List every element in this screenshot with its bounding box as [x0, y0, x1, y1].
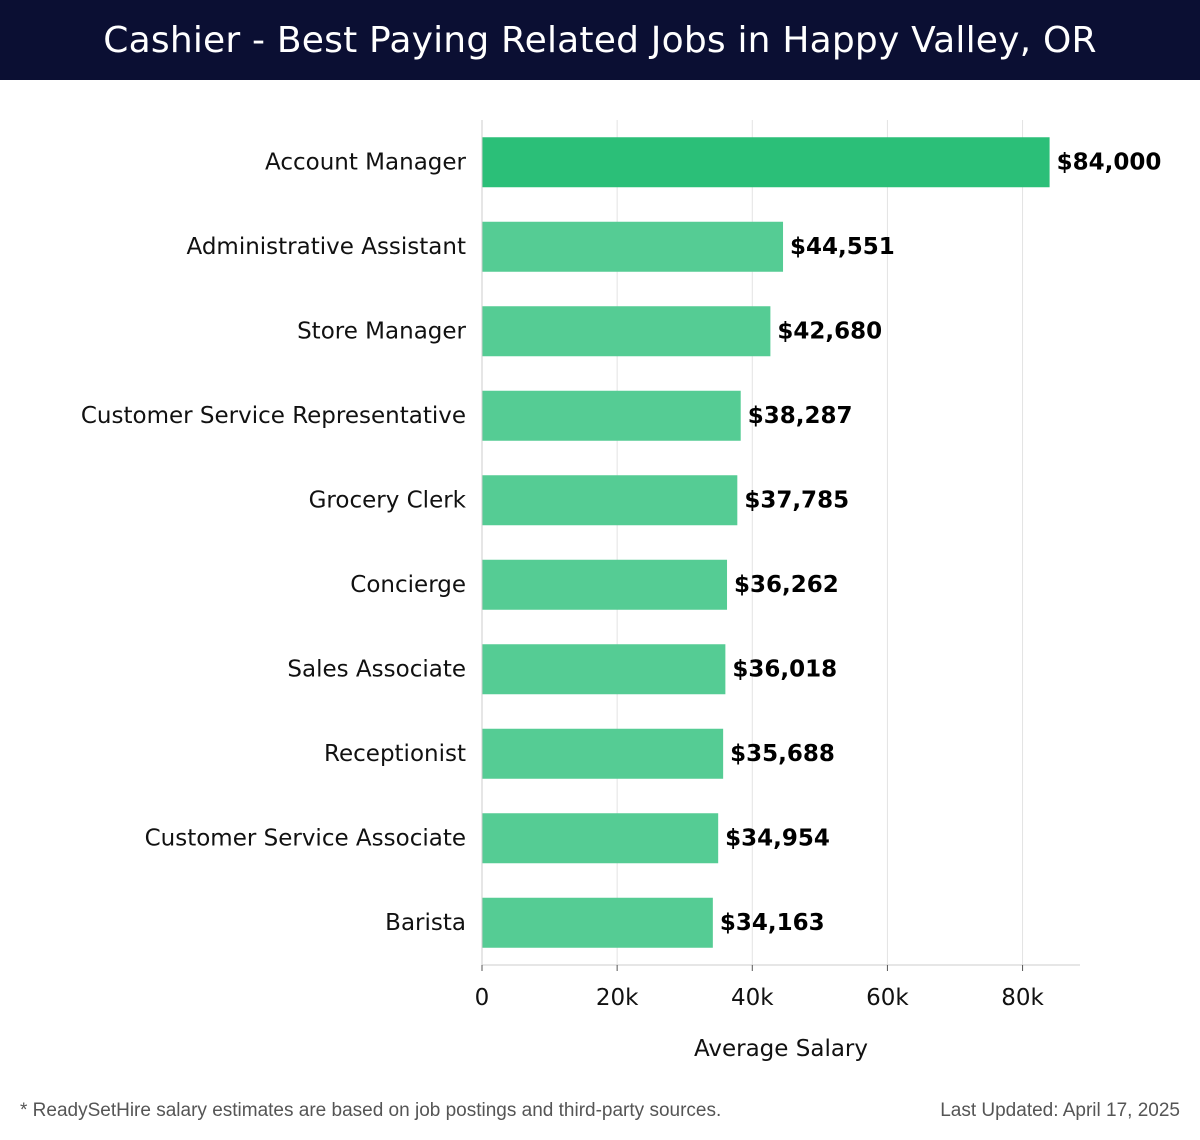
x-axis-title: Average Salary: [694, 1036, 868, 1062]
chart-title: Cashier - Best Paying Related Jobs in Ha…: [103, 19, 1097, 61]
category-label: Customer Service Associate: [145, 825, 466, 851]
bar: [482, 728, 724, 779]
x-tick-label: 0: [475, 985, 490, 1011]
x-tick-label: 40k: [731, 985, 774, 1011]
bar: [482, 221, 784, 272]
value-label: $37,785: [744, 487, 849, 513]
bar: [482, 559, 728, 610]
bar: [482, 306, 771, 357]
category-label: Administrative Assistant: [186, 234, 466, 260]
last-updated: Last Updated: April 17, 2025: [940, 1100, 1180, 1121]
category-label: Grocery Clerk: [309, 487, 467, 513]
category-label: Sales Associate: [287, 656, 466, 682]
bar: [482, 390, 741, 441]
value-label: $36,262: [734, 572, 839, 598]
value-label: $34,954: [725, 825, 830, 851]
category-label: Store Manager: [297, 318, 466, 344]
value-label: $38,287: [748, 403, 853, 429]
footer-note: * ReadySetHire salary estimates are base…: [20, 1100, 722, 1121]
x-tick-label: 60k: [866, 985, 909, 1011]
title-bar: Cashier - Best Paying Related Jobs in Ha…: [0, 0, 1200, 80]
category-label: Concierge: [350, 572, 466, 598]
x-tick-label: 80k: [1001, 985, 1044, 1011]
value-label: $44,551: [790, 234, 895, 260]
category-label: Receptionist: [324, 741, 466, 767]
bar: [482, 813, 719, 864]
value-label: $36,018: [732, 656, 837, 682]
category-label: Account Manager: [265, 149, 467, 175]
bar: [482, 644, 726, 695]
category-label: Barista: [385, 910, 466, 936]
value-label: $35,688: [730, 741, 835, 767]
bar: [482, 137, 1050, 188]
category-label: Customer Service Representative: [81, 403, 466, 429]
bar-chart: Account Manager $84,000 Administrative Ass…: [81, 120, 1162, 1062]
x-tick-label: 20k: [596, 985, 639, 1011]
bar: [482, 475, 738, 526]
bar: [482, 897, 713, 948]
value-label: $84,000: [1057, 149, 1162, 175]
value-label: $34,163: [720, 910, 825, 936]
value-label: $42,680: [777, 318, 882, 344]
